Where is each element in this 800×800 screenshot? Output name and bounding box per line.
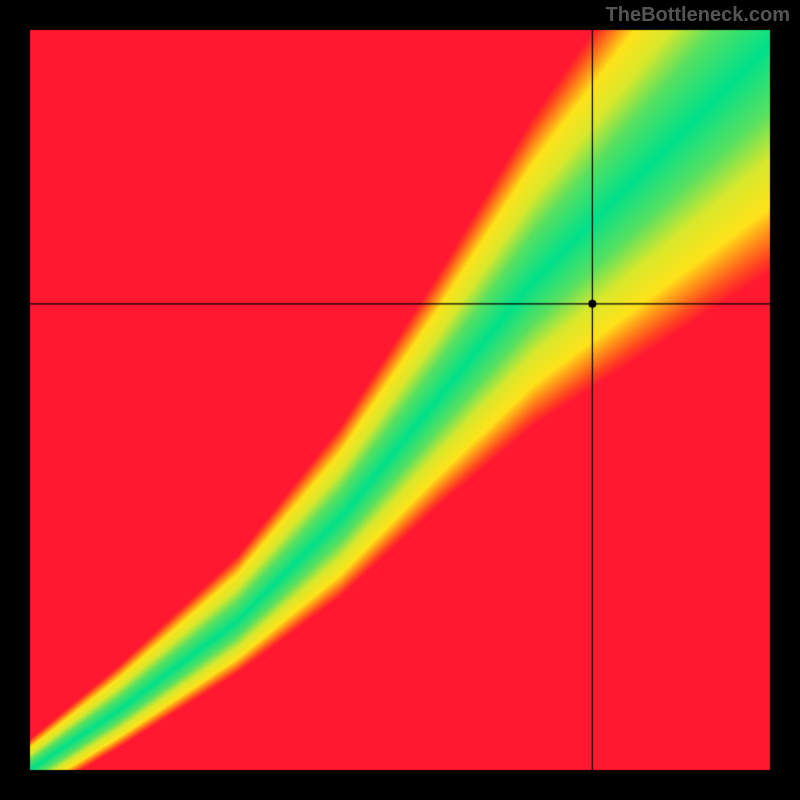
watermark-label: TheBottleneck.com [606, 4, 790, 27]
chart-stage: TheBottleneck.com [0, 0, 800, 800]
bottleneck-heatmap [0, 0, 800, 800]
